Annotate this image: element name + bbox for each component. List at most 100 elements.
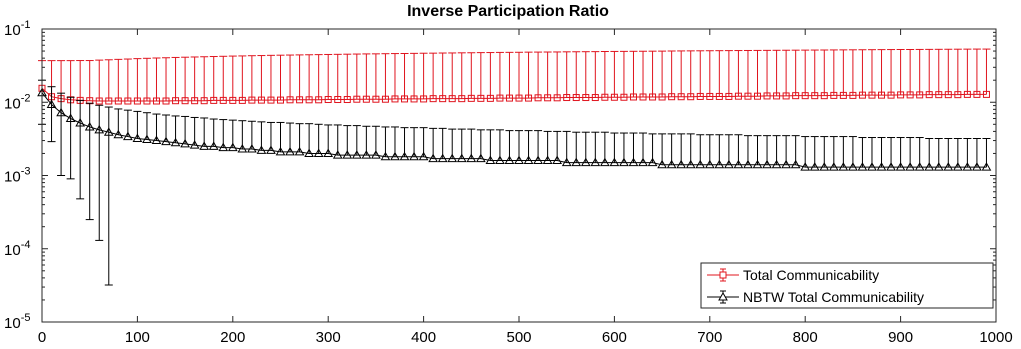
data-point (257, 96, 265, 104)
data-point (561, 157, 572, 167)
data-point (763, 92, 771, 100)
data-point (534, 94, 542, 102)
data-point (420, 95, 428, 103)
data-point (733, 159, 744, 169)
legend-box (700, 262, 994, 309)
data-point (849, 91, 857, 99)
y-tick-label: 10-2 (4, 92, 30, 112)
series-0 (38, 48, 991, 105)
data-point (172, 97, 180, 105)
data-point (809, 162, 820, 171)
x-tick-label: 500 (506, 329, 531, 346)
data-point (95, 97, 103, 105)
data-point (229, 96, 237, 104)
data-point (762, 159, 772, 169)
data-point (200, 97, 208, 105)
data-point (485, 155, 496, 165)
data-point (84, 121, 95, 131)
data-point (218, 142, 229, 152)
data-point (628, 157, 639, 167)
data-point (868, 91, 876, 99)
data-point (103, 127, 114, 136)
data-point (381, 95, 389, 103)
data-point (571, 157, 582, 167)
legend-marker (718, 291, 728, 301)
data-point (657, 159, 667, 169)
data-point (744, 92, 752, 100)
data-point (248, 96, 256, 104)
data-point (362, 95, 370, 103)
data-point (65, 113, 76, 123)
data-point (582, 94, 590, 102)
data-point (820, 92, 828, 100)
data-point (876, 162, 887, 171)
data-point (105, 97, 113, 105)
data-point (830, 91, 838, 99)
data-point (342, 150, 353, 159)
data-point (887, 91, 895, 99)
data-point (972, 162, 982, 171)
data-point (916, 91, 924, 99)
data-point (542, 155, 553, 165)
data-point (743, 159, 753, 169)
x-tick-label: 1000 (979, 329, 1012, 346)
data-point (952, 162, 963, 171)
data-point (475, 153, 486, 163)
data-point (514, 155, 524, 165)
data-point (399, 151, 410, 161)
x-tick-label: 0 (38, 329, 46, 346)
data-point (553, 94, 561, 102)
data-point (811, 92, 819, 100)
data-point (647, 157, 658, 167)
x-axis: 0 100 200 300 400 500 600 700 800 900 1000 (38, 29, 1013, 346)
data-point (305, 96, 313, 104)
data-point (304, 148, 314, 157)
data-point (467, 94, 475, 102)
series-line (41, 87, 987, 102)
data-point (858, 91, 866, 99)
data-point (752, 159, 763, 169)
data-point (619, 157, 629, 167)
data-point (552, 155, 563, 165)
data-point (962, 162, 973, 171)
data-point (458, 95, 466, 103)
data-point (981, 162, 992, 171)
data-point (323, 148, 334, 157)
data-point (819, 162, 830, 171)
data-point (401, 95, 409, 103)
data-point (227, 142, 238, 152)
data-point (94, 124, 105, 134)
data-point (838, 162, 849, 171)
data-point (210, 96, 218, 104)
data-point (771, 159, 782, 169)
data-point (124, 97, 132, 105)
data-point (46, 99, 57, 109)
plot-area (37, 48, 992, 286)
data-point (238, 96, 246, 104)
data-point (601, 93, 609, 101)
data-point (525, 94, 533, 102)
data-point (286, 96, 294, 104)
data-point (180, 138, 190, 148)
data-point (773, 92, 781, 100)
data-point (380, 151, 391, 161)
data-point (620, 93, 628, 101)
data-point (714, 159, 725, 169)
data-point (801, 92, 809, 100)
data-point (696, 92, 704, 100)
data-point (563, 94, 571, 102)
data-point (439, 95, 447, 103)
x-tick-label: 700 (697, 329, 722, 346)
data-point (353, 95, 361, 103)
data-point (676, 159, 687, 169)
data-point (591, 94, 599, 102)
data-point (610, 93, 618, 101)
data-point (390, 151, 400, 161)
data-point (477, 94, 485, 102)
chart-title: Inverse Participation Ratio (407, 3, 609, 20)
x-tick-label: 300 (316, 329, 341, 346)
data-point (704, 159, 715, 169)
data-point (639, 93, 647, 101)
data-point (839, 91, 847, 99)
data-point (609, 157, 620, 167)
